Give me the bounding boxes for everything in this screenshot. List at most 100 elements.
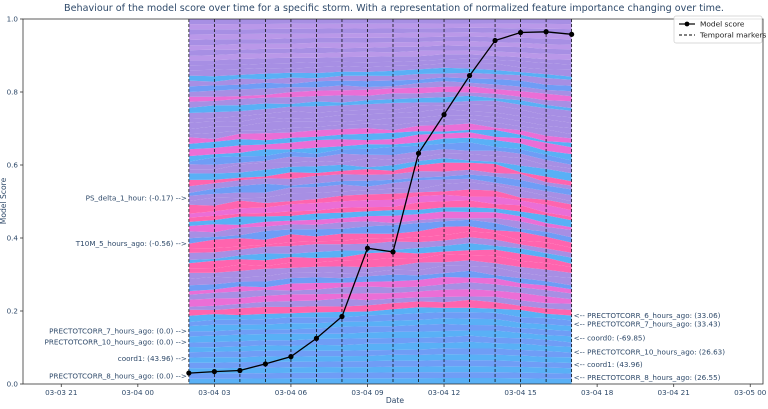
model-score-point [339, 313, 345, 320]
legend: Model score Temporal markers [673, 15, 767, 44]
feature-stratum [188, 330, 572, 343]
model-score-point [262, 361, 269, 367]
feature-stratum [188, 27, 572, 35]
left-annotation: PS_delta_1_hour: (-0.17) --> [86, 193, 187, 202]
feature-importance-band [188, 19, 572, 384]
feature-stratum [188, 207, 572, 228]
feature-stratum [188, 360, 572, 369]
feature-stratum [188, 366, 572, 374]
feature-stratum [188, 23, 572, 30]
legend-entry-temporal-markers: Temporal markers [699, 31, 767, 40]
feature-stratum [188, 265, 572, 286]
feature-stratum [188, 254, 572, 273]
model-score-point [313, 335, 320, 341]
feature-stratum [188, 307, 572, 323]
model-score-point [517, 29, 524, 36]
y-tick-label: 0.0 [7, 380, 19, 389]
feature-stratum [188, 100, 572, 120]
feature-stratum [188, 72, 572, 87]
feature-stratum [188, 299, 572, 316]
feature-stratum [188, 211, 572, 233]
x-tick-label: 03-04 12 [428, 388, 460, 397]
x-tick-label: 03-05 00 [734, 388, 767, 397]
feature-stratum [188, 335, 572, 348]
right-annotation: <-- PRECTOTCORR_7_hours_ago: (33.43) [574, 320, 721, 329]
feature-stratum [188, 41, 572, 51]
feature-stratum [188, 378, 572, 384]
model-score-point [569, 31, 575, 37]
x-tick-label: 03-04 09 [351, 388, 384, 397]
model-score-line [188, 31, 572, 374]
model-score-point [211, 368, 217, 375]
feature-stratum [188, 282, 572, 300]
model-score-point [466, 72, 473, 79]
feature-stratum [188, 194, 572, 218]
plot-area-frame [22, 18, 764, 385]
feature-stratum [188, 318, 572, 332]
feature-stratum [188, 129, 572, 150]
y-axis-label: Model Score [0, 177, 8, 224]
right-annotation: <-- PRECTOTCORR_6_hours_ago: (33.06) [574, 311, 721, 320]
legend-entry-model-score: Model score [700, 20, 745, 29]
feature-stratum [188, 289, 572, 307]
feature-stratum [188, 77, 572, 92]
feature-stratum [188, 149, 572, 170]
feature-stratum [188, 36, 572, 46]
feature-stratum [188, 153, 572, 174]
feature-stratum [188, 54, 572, 66]
feature-stratum [188, 372, 572, 379]
feature-stratum [188, 200, 572, 222]
model-score-point [492, 37, 498, 44]
left-annotation: PRECTOTCORR_10_hours_ago: (0.0) --> [45, 338, 187, 347]
model-score-point [186, 370, 192, 376]
model-score-point [543, 29, 549, 35]
right-annotation: <-- PRECTOTCORR_8_hours_ago: (26.55) [574, 373, 721, 382]
model-score-point [288, 354, 294, 360]
left-annotation: T10M_5_hours_ago: (-0.56) --> [75, 239, 187, 248]
feature-stratum [188, 219, 572, 244]
feature-stratum [188, 312, 572, 327]
y-tick-label: 0.6 [7, 161, 19, 170]
feature-stratum [188, 158, 572, 182]
feature-stratum [188, 226, 572, 249]
feature-stratum [188, 243, 572, 264]
y-tick-label: 0.2 [7, 307, 18, 316]
feature-stratum [188, 86, 572, 102]
feature-stratum [188, 182, 572, 206]
model-score-point [390, 249, 396, 255]
feature-stratum [188, 270, 572, 292]
left-feature-annotations: PS_delta_1_hour: (-0.17) --> T10M_5_hours… [45, 193, 187, 380]
feature-stratum [188, 231, 572, 253]
x-axis-label: Date [386, 396, 404, 405]
feature-stratum [188, 189, 572, 214]
feature-stratum [188, 142, 572, 165]
left-annotation: PRECTOTCORR_7_hours_ago: (0.0) --> [49, 327, 187, 336]
right-feature-annotations: <-- PRECTOTCORR_6_hours_ago: (33.06)<-- … [574, 311, 726, 382]
right-annotation: <-- coord0: (-69.85) [574, 334, 646, 343]
feature-stratum [188, 45, 572, 56]
feature-stratum [188, 19, 572, 25]
feature-stratum [188, 132, 572, 157]
right-annotation: <-- coord1: (43.96) [574, 360, 643, 369]
x-tick-label: 03-04 03 [198, 388, 230, 397]
x-tick-label: 03-04 15 [504, 388, 536, 397]
feature-stratum [188, 91, 572, 109]
feature-stratum [188, 58, 572, 71]
feature-stratum [188, 341, 572, 353]
feature-stratum [188, 50, 572, 61]
feature-stratum [188, 323, 572, 337]
model-score-point [364, 245, 371, 251]
feature-stratum [188, 104, 572, 123]
feature-stratum [188, 81, 572, 97]
feature-stratum [188, 162, 572, 187]
feature-stratum [188, 277, 572, 295]
feature-stratum [188, 32, 572, 40]
x-tick-label: 03-04 00 [122, 388, 155, 397]
feature-stratum [188, 108, 572, 130]
y-axis-ticks: 0.0 0.2 0.4 0.6 0.8 1.0 [7, 15, 23, 389]
feature-stratum [188, 296, 572, 310]
feature-stratum [188, 95, 572, 113]
y-tick-label: 0.4 [7, 234, 19, 243]
x-tick-label: 03-03 21 [45, 388, 77, 397]
